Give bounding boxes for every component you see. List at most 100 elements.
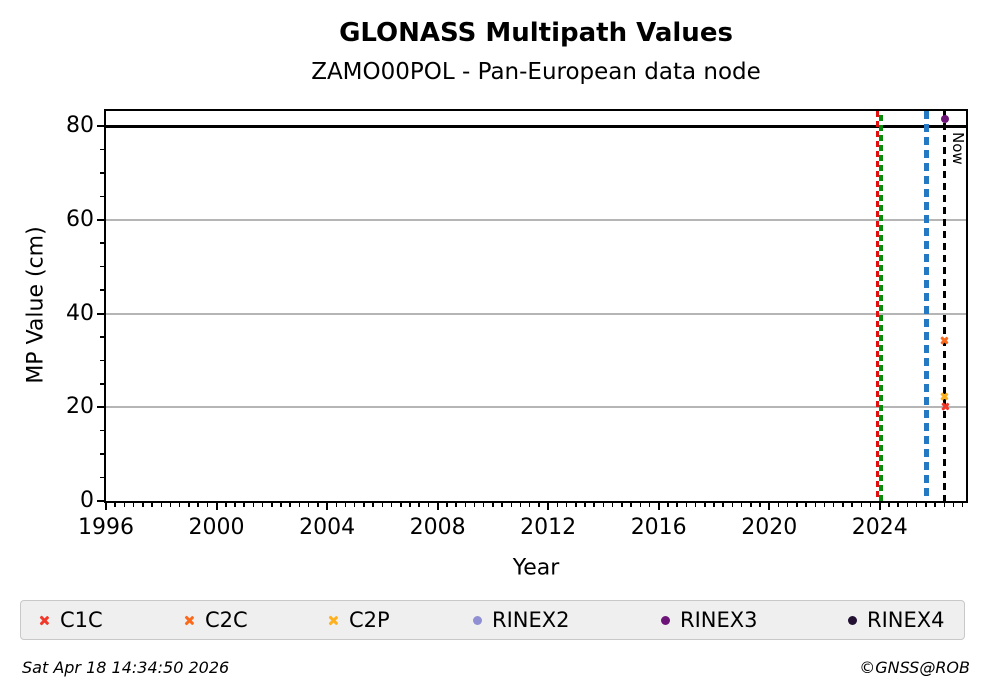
x-minor-tick <box>639 502 642 507</box>
y-minor-tick <box>100 195 104 198</box>
x-minor-tick <box>621 502 623 507</box>
x-minor-tick <box>630 502 632 507</box>
x-minor-tick <box>943 502 945 507</box>
c2p-point <box>940 392 949 401</box>
x-minor-tick <box>777 502 780 507</box>
x-minor-tick <box>750 502 752 507</box>
x-minor-tick <box>446 502 448 507</box>
x-minor-tick <box>501 502 503 507</box>
legend-item-rinex2: RINEX2 <box>473 601 570 639</box>
page-subtitle: ZAMO00POL - Pan-European data node <box>311 59 761 85</box>
x-tick <box>436 502 439 510</box>
c2c-point <box>940 336 949 345</box>
x-tick-label: 2004 <box>299 515 356 540</box>
x-minor-tick <box>565 502 568 507</box>
x-tick <box>878 502 881 510</box>
c1c-legend-marker-icon <box>39 615 50 626</box>
legend-item-rinex3: RINEX3 <box>661 601 758 639</box>
x-tick-label: 2024 <box>851 515 908 540</box>
rinex3-point <box>941 114 950 123</box>
x-minor-tick <box>814 502 817 507</box>
x-minor-tick <box>676 502 678 507</box>
y-minor-tick <box>100 242 104 244</box>
x-minor-tick <box>860 502 863 507</box>
x-minor-tick <box>178 502 181 507</box>
x-minor-tick <box>243 502 245 507</box>
x-minor-tick <box>851 502 853 507</box>
x-minor-tick <box>713 502 715 507</box>
x-minor-tick <box>206 502 209 507</box>
x-tick-label: 2000 <box>188 515 245 540</box>
x-minor-tick <box>132 502 135 507</box>
x-minor-tick <box>473 502 476 507</box>
grid-line-60 <box>106 218 966 221</box>
y-tick <box>97 125 104 127</box>
x-minor-tick <box>317 502 319 507</box>
x-minor-tick <box>280 502 282 507</box>
x-minor-tick <box>685 502 688 507</box>
rinex2-legend-marker-icon <box>473 615 482 625</box>
x-tick <box>215 502 218 510</box>
x-minor-tick <box>510 502 513 507</box>
y-minor-tick <box>100 148 104 151</box>
x-tick <box>326 502 329 510</box>
c2c-legend-marker-icon <box>184 615 195 626</box>
x-minor-tick <box>740 502 743 507</box>
x-tick <box>547 502 550 510</box>
x-tick-label: 2020 <box>741 515 798 540</box>
x-minor-tick <box>925 502 927 507</box>
legend-item-rinex4: RINEX4 <box>848 601 945 639</box>
footer-credit: ©GNSS@ROB <box>859 658 970 677</box>
x-minor-tick <box>344 502 347 507</box>
x-minor-tick <box>934 502 936 507</box>
legend-label-rinex2: RINEX2 <box>492 608 570 632</box>
x-minor-tick <box>400 502 402 507</box>
footer-timestamp: Sat Apr 18 14:34:50 2026 <box>22 658 230 677</box>
x-minor-tick <box>796 502 798 507</box>
x-minor-tick <box>869 502 872 507</box>
x-minor-tick <box>492 502 494 507</box>
cutoff-80 <box>106 124 966 128</box>
x-tick-label: 1996 <box>78 515 134 540</box>
x-minor-tick <box>731 502 734 507</box>
event-red <box>875 111 879 501</box>
y-tick-label: 20 <box>66 394 94 420</box>
x-minor-tick <box>271 502 273 507</box>
rinex4-legend-marker-icon <box>848 615 857 625</box>
x-minor-tick <box>169 502 172 507</box>
x-minor-tick <box>611 502 614 507</box>
x-minor-tick <box>225 502 227 507</box>
x-minor-tick <box>667 502 669 507</box>
x-minor-tick <box>805 502 807 507</box>
x-minor-tick <box>114 502 116 507</box>
x-minor-tick <box>335 502 338 507</box>
x-tick <box>105 502 107 510</box>
x-minor-tick <box>261 502 264 507</box>
x-minor-tick <box>427 502 430 507</box>
x-minor-tick <box>372 502 374 507</box>
legend: C1C C2C C2P RINEX2 RINEX3 RINEX4 <box>20 600 965 640</box>
plot-area: 0 20 40 60 80 1996 2000 2004 2008 2012 2016 2020 202… <box>66 109 968 540</box>
x-minor-tick <box>694 502 697 507</box>
x-minor-tick <box>519 502 522 507</box>
y-minor-tick <box>100 289 104 291</box>
x-minor-tick <box>832 502 835 507</box>
legend-label-c2p: C2P <box>349 608 390 632</box>
x-minor-tick <box>528 502 531 507</box>
legend-label-rinex3: RINEX3 <box>680 608 758 632</box>
legend-item-c1c: C1C <box>39 601 103 639</box>
x-minor-tick <box>123 502 126 507</box>
x-minor-tick <box>593 502 595 507</box>
x-minor-tick <box>961 502 964 507</box>
x-minor-tick <box>823 502 826 507</box>
x-minor-tick <box>556 502 559 507</box>
y-minor-tick <box>100 265 104 268</box>
x-minor-tick <box>897 502 899 507</box>
event-blue <box>924 111 930 501</box>
x-minor-tick <box>786 502 789 507</box>
x-minor-tick <box>353 502 356 507</box>
y-tick-label: 80 <box>66 113 94 138</box>
y-minor-tick <box>100 336 104 338</box>
x-minor-tick <box>602 502 605 507</box>
legend-label-c2c: C2C <box>205 608 248 632</box>
